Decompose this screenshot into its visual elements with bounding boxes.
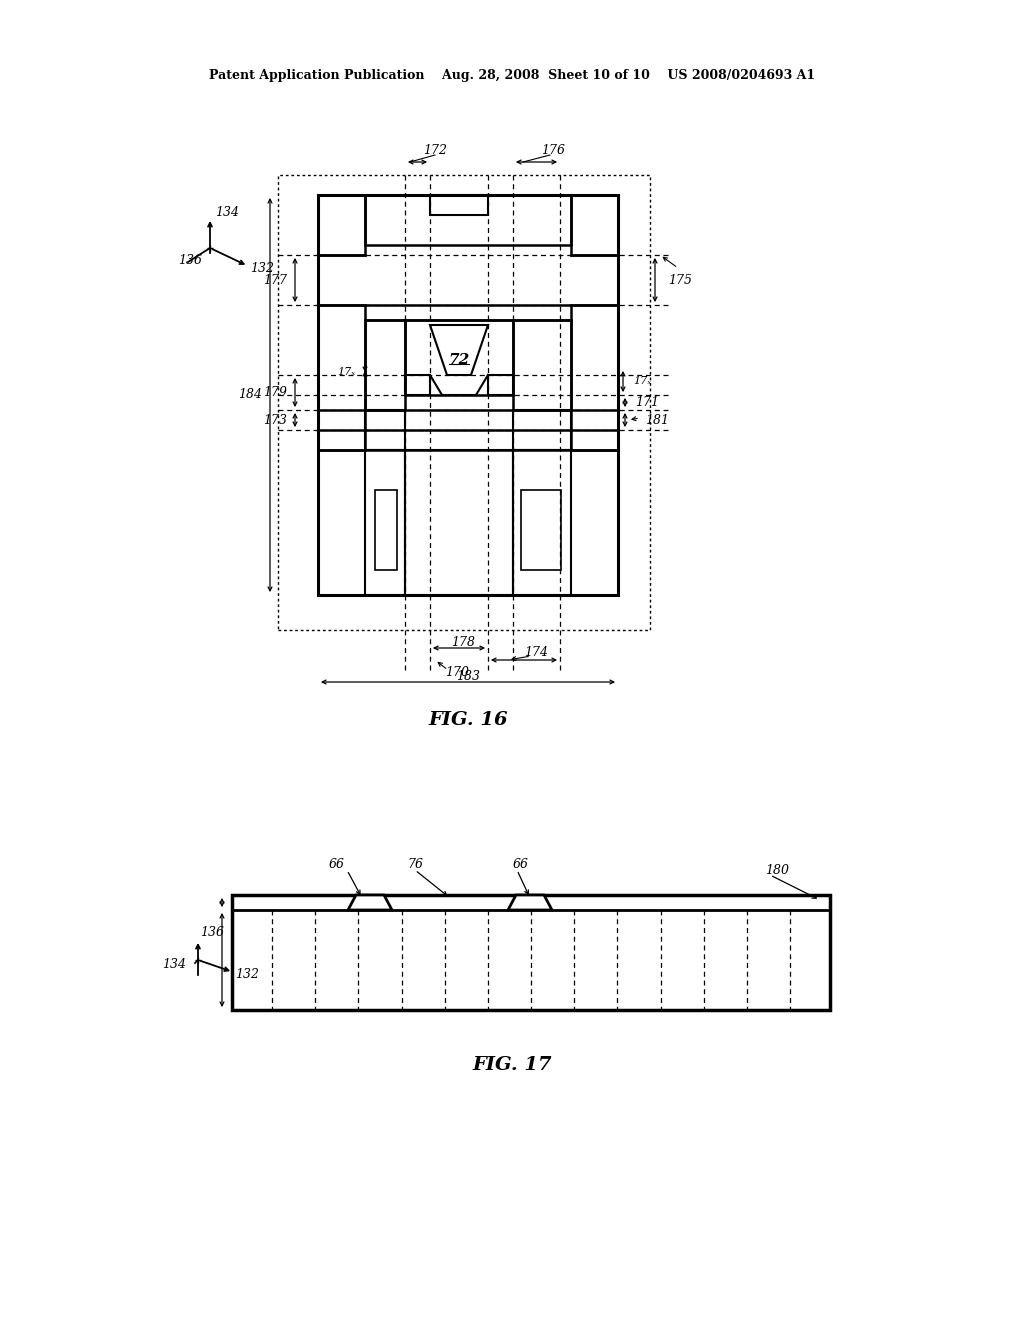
- Text: 171: 171: [635, 396, 659, 408]
- Text: 66: 66: [329, 858, 345, 871]
- Text: 183: 183: [456, 669, 480, 682]
- Bar: [521, 490, 561, 570]
- Text: 134: 134: [162, 958, 186, 972]
- Text: 132: 132: [250, 261, 274, 275]
- Text: FIG. 16: FIG. 16: [428, 711, 508, 729]
- Text: 184: 184: [238, 388, 262, 401]
- Bar: [232, 895, 830, 1010]
- Bar: [365, 319, 406, 411]
- Polygon shape: [348, 895, 392, 909]
- Text: 178: 178: [451, 635, 475, 648]
- Bar: [278, 176, 650, 630]
- Bar: [430, 195, 488, 215]
- Text: 175: 175: [668, 273, 692, 286]
- Bar: [365, 195, 571, 246]
- Text: 72: 72: [449, 352, 470, 367]
- Text: 136: 136: [178, 253, 202, 267]
- Text: 17ₓ: 17ₓ: [337, 367, 355, 378]
- Text: Patent Application Publication    Aug. 28, 2008  Sheet 10 of 10    US 2008/02046: Patent Application Publication Aug. 28, …: [209, 69, 815, 82]
- Text: 66: 66: [513, 858, 529, 871]
- Bar: [513, 450, 571, 595]
- Text: 180: 180: [765, 863, 790, 876]
- Text: 179: 179: [263, 385, 287, 399]
- Text: 176: 176: [541, 144, 565, 157]
- Bar: [365, 411, 406, 450]
- Text: 134: 134: [215, 206, 239, 219]
- Polygon shape: [508, 895, 552, 909]
- Text: 170: 170: [445, 665, 469, 678]
- Text: 76: 76: [407, 858, 423, 871]
- Text: 132: 132: [234, 968, 259, 981]
- Bar: [318, 195, 365, 255]
- Bar: [513, 319, 571, 411]
- Bar: [318, 305, 365, 450]
- Text: FIG. 17: FIG. 17: [472, 1056, 552, 1074]
- Text: 136: 136: [200, 925, 224, 939]
- Text: 172: 172: [423, 144, 447, 157]
- Bar: [406, 319, 513, 395]
- Bar: [365, 450, 406, 595]
- Bar: [571, 195, 618, 255]
- Text: 174: 174: [524, 647, 548, 660]
- Text: 173: 173: [263, 413, 287, 426]
- Bar: [513, 411, 571, 450]
- Bar: [571, 305, 618, 450]
- Text: 17ₓ: 17ₓ: [633, 376, 651, 385]
- Bar: [406, 450, 513, 595]
- Text: 177: 177: [263, 273, 287, 286]
- Bar: [375, 490, 397, 570]
- Text: 181: 181: [645, 413, 669, 426]
- Bar: [318, 195, 618, 595]
